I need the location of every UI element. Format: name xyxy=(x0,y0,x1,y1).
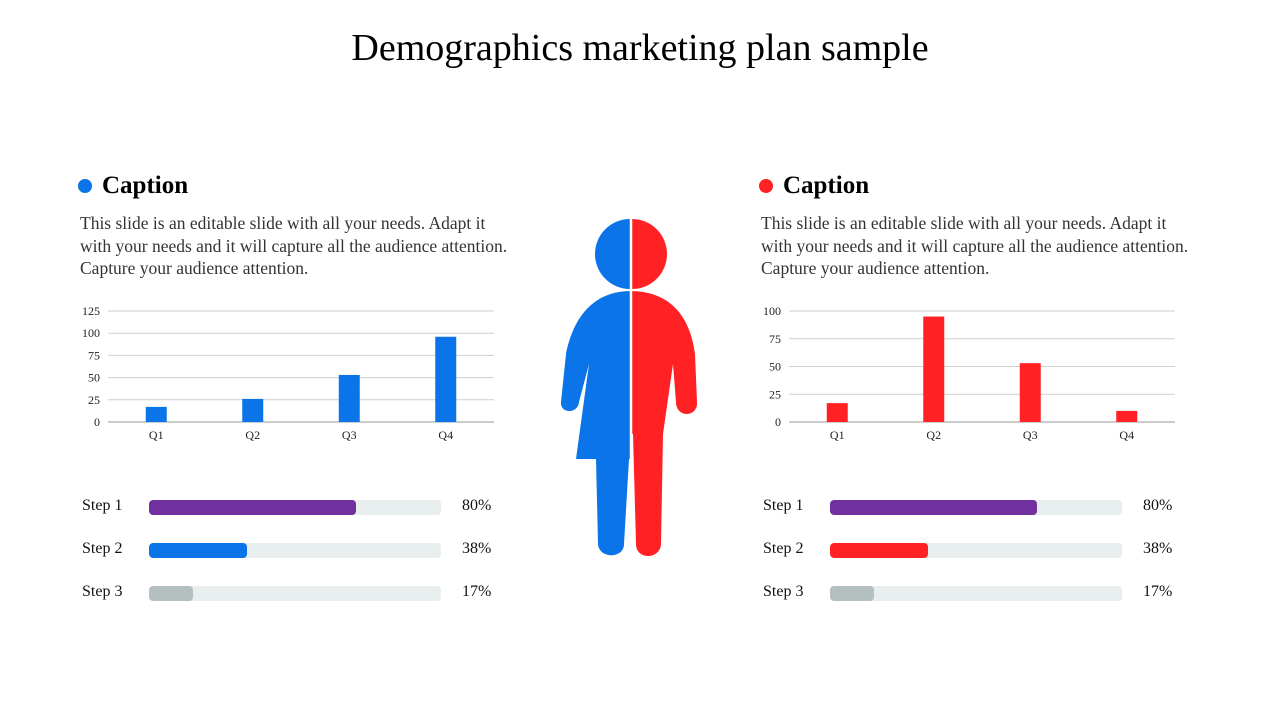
right-step-label: Step 2 xyxy=(763,540,804,557)
right-step-label: Step 3 xyxy=(763,583,804,600)
left-chart-ytick-label: 50 xyxy=(88,371,100,385)
left-step-row: Step 2 38% xyxy=(82,539,502,559)
right-chart-bar-q4 xyxy=(1116,410,1138,422)
left-progress-track xyxy=(149,500,441,515)
left-progress-track xyxy=(149,543,441,558)
left-chart-bar-q2 xyxy=(242,398,264,422)
male-half xyxy=(631,219,698,556)
right-step-percent: 80% xyxy=(1143,497,1173,514)
right-step-percent: 38% xyxy=(1143,540,1173,557)
red-bullet-icon xyxy=(759,179,773,193)
right-step-row: Step 3 17% xyxy=(763,582,1183,602)
right-chart-ytick-label: 50 xyxy=(769,360,781,374)
left-bar-chart: 0 25 50 75 100 125 Q1 Q2 Q3 Q4 xyxy=(82,304,494,442)
left-progress-fill xyxy=(149,586,193,601)
left-step-label: Step 3 xyxy=(82,583,123,600)
right-step-label: Step 1 xyxy=(763,497,804,514)
left-chart-ytick-label: 125 xyxy=(82,304,100,318)
right-progress-track xyxy=(830,543,1122,558)
left-progress-fill xyxy=(149,543,248,558)
left-step-row: Step 3 17% xyxy=(82,582,502,602)
left-chart-ytick-label: 100 xyxy=(82,326,100,340)
right-chart-xtick-label: Q3 xyxy=(1023,428,1038,442)
left-chart-xtick-label: Q3 xyxy=(342,428,357,442)
left-step-row: Step 1 80% xyxy=(82,496,502,516)
left-step-percent: 17% xyxy=(462,583,492,600)
left-progress-fill xyxy=(149,500,356,515)
slide-title: Demographics marketing plan sample xyxy=(351,27,929,69)
right-chart-bar-q3 xyxy=(1019,363,1041,422)
right-description: This slide is an editable slide with all… xyxy=(761,213,1189,278)
left-chart-ytick-label: 0 xyxy=(94,415,100,429)
left-step-percent: 38% xyxy=(462,540,492,557)
left-chart-bar-q4 xyxy=(435,336,457,422)
right-step-row: Step 2 38% xyxy=(763,539,1183,559)
right-step-percent: 17% xyxy=(1143,583,1173,600)
left-chart-ytick-label: 25 xyxy=(88,393,100,407)
left-progress-track xyxy=(149,586,441,601)
left-chart-ytick-label: 75 xyxy=(88,348,100,362)
right-chart-xtick-label: Q4 xyxy=(1119,428,1134,442)
right-bar-chart: 0 25 50 75 100 Q1 Q2 Q3 Q4 xyxy=(763,304,1175,442)
female-half xyxy=(560,219,631,556)
left-chart-bar-q1 xyxy=(145,406,167,422)
right-progress-fill xyxy=(830,543,929,558)
right-chart-ytick-label: 0 xyxy=(775,415,781,429)
right-progress-fill xyxy=(830,586,874,601)
right-progress-track xyxy=(830,586,1122,601)
person-half-male-half-female-icon xyxy=(560,218,698,559)
right-chart-xtick-label: Q2 xyxy=(926,428,941,442)
right-caption: Caption xyxy=(783,172,870,199)
right-caption-row: Caption xyxy=(759,170,869,202)
right-step-row: Step 1 80% xyxy=(763,496,1183,516)
right-chart-ytick-label: 25 xyxy=(769,387,781,401)
right-chart-xtick-label: Q1 xyxy=(830,428,845,442)
left-chart-xtick-label: Q4 xyxy=(438,428,453,442)
left-step-label: Step 2 xyxy=(82,540,123,557)
right-chart-bar-q2 xyxy=(923,316,945,422)
right-chart-ytick-label: 100 xyxy=(763,304,781,318)
left-chart-xtick-label: Q1 xyxy=(149,428,164,442)
right-progress-fill xyxy=(830,500,1037,515)
left-chart-bar-q3 xyxy=(338,374,360,422)
right-chart-ytick-label: 75 xyxy=(769,332,781,346)
left-description: This slide is an editable slide with all… xyxy=(80,213,508,278)
right-panel: Caption This slide is an editable slide … xyxy=(759,170,1199,620)
left-step-percent: 80% xyxy=(462,497,492,514)
left-chart-xtick-label: Q2 xyxy=(245,428,260,442)
left-step-label: Step 1 xyxy=(82,497,123,514)
left-panel: Caption This slide is an editable slide … xyxy=(78,170,518,620)
left-caption-row: Caption xyxy=(78,170,188,202)
right-chart-bar-q1 xyxy=(826,403,848,422)
blue-bullet-icon xyxy=(78,179,92,193)
left-caption: Caption xyxy=(102,172,189,199)
right-progress-track xyxy=(830,500,1122,515)
